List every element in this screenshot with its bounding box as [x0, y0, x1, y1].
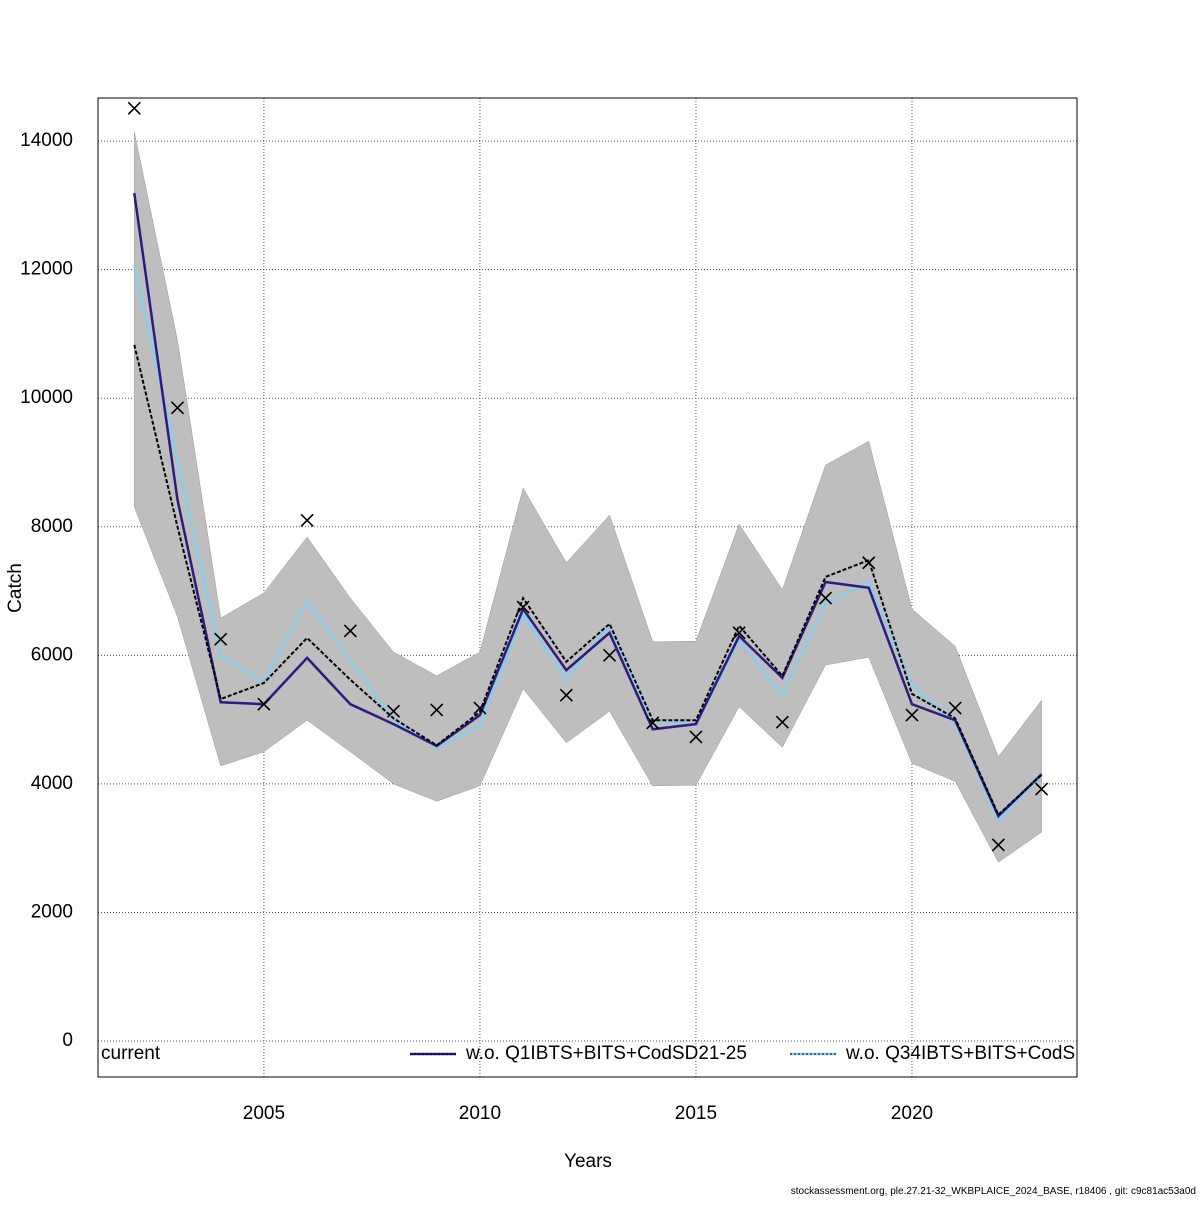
y-tick-label: 0	[62, 1030, 73, 1051]
legend-label: current	[101, 1043, 161, 1064]
y-tick-label: 4000	[31, 773, 73, 794]
observed-point	[818, 591, 833, 605]
observed-point	[343, 624, 357, 638]
y-axis-label: Catch	[5, 563, 26, 613]
observed-point	[559, 688, 573, 702]
x-tick-label: 2005	[243, 1103, 285, 1124]
x-axis-label: Years	[564, 1151, 612, 1172]
series-line	[133, 344, 1043, 817]
observed-point	[602, 648, 617, 662]
observed-point	[905, 708, 919, 722]
observed-point	[516, 600, 530, 614]
y-tick-label: 6000	[31, 644, 73, 665]
observed-point	[646, 716, 660, 730]
observed-point	[991, 838, 1005, 852]
y-tick-label: 10000	[20, 387, 73, 408]
observed-point	[214, 632, 228, 646]
confidence-band	[134, 132, 1042, 863]
observed-point	[732, 626, 746, 640]
observed-point	[127, 101, 141, 115]
observed-point	[1035, 782, 1049, 796]
observed-point	[775, 715, 789, 729]
plot-frame	[97, 97, 1078, 1078]
y-tick-label: 8000	[31, 516, 73, 537]
observed-point	[386, 704, 401, 718]
legend-label: w.o. Q1IBTS+BITS+CodSD21-25	[465, 1043, 747, 1064]
observed-point	[948, 701, 962, 715]
x-tick-label: 2015	[675, 1103, 717, 1124]
observed-point	[300, 513, 314, 527]
y-tick-label: 12000	[20, 259, 73, 280]
observed-point	[257, 697, 271, 711]
observed-point	[430, 703, 444, 717]
x-tick-label: 2010	[459, 1103, 501, 1124]
observed-point	[170, 401, 185, 415]
series-line	[133, 192, 1043, 819]
legend-label: w.o. Q34IBTS+BITS+CodSD21-25	[845, 1043, 1138, 1064]
y-tick-label: 14000	[20, 130, 73, 151]
footer: stockassessment.org, ple.27.21-32_WKBPLA…	[791, 1186, 1196, 1197]
x-tick-label: 2020	[891, 1103, 933, 1124]
observed-point	[689, 730, 703, 744]
observed-point	[473, 701, 487, 715]
y-tick-label: 2000	[31, 901, 73, 922]
plot-area: current w.o. Q1IBTS+BITS+CodSD21-25 w.o. Q…	[98, 98, 1138, 1077]
observed-point	[862, 556, 876, 570]
